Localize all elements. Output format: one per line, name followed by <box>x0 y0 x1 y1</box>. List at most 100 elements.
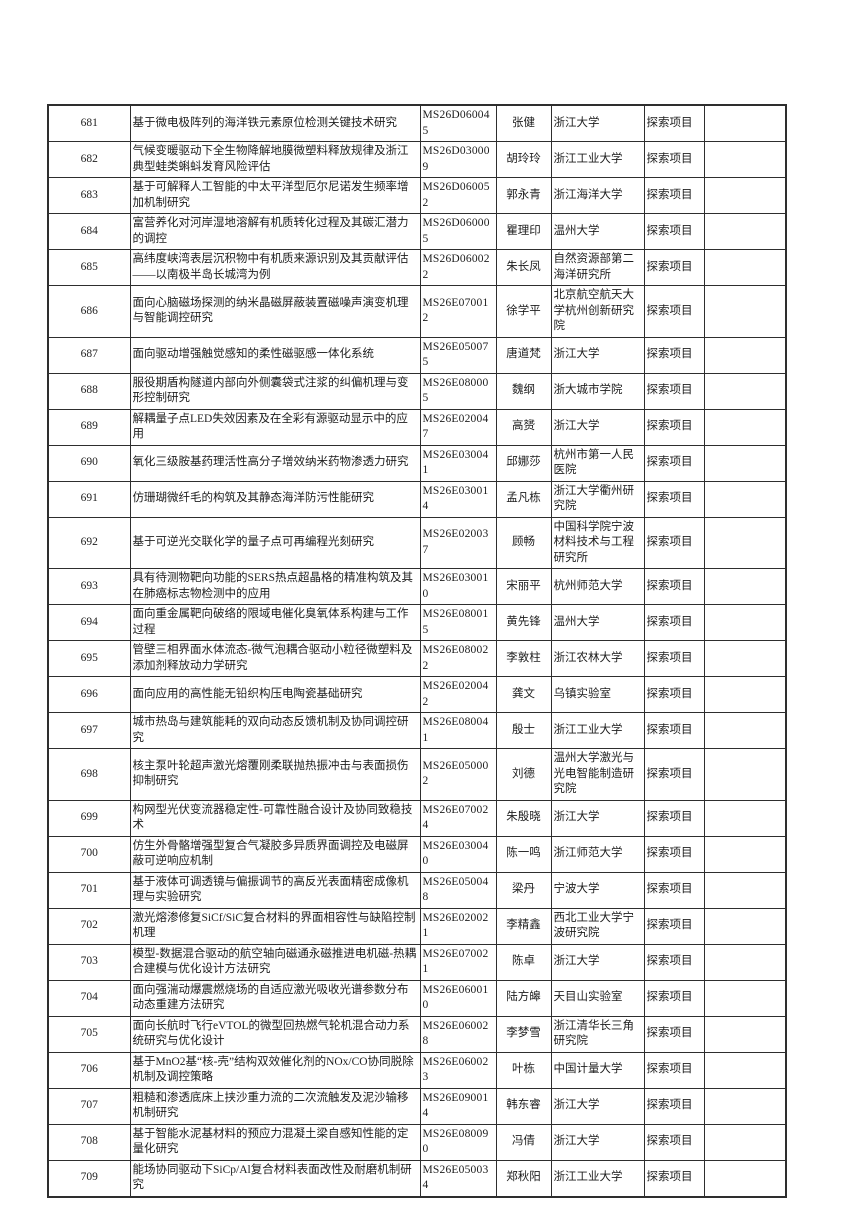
seq-number-cell: 705 <box>47 1015 131 1053</box>
pi-name-cell: 李敦柱 <box>495 640 552 677</box>
category-cell: 探索项目 <box>643 480 705 518</box>
note-cell <box>703 104 787 142</box>
note-cell <box>703 1159 787 1197</box>
project-code-cell: MS26E050048 <box>419 871 497 909</box>
project-code-cell: MS26E060010 <box>419 979 497 1017</box>
category-cell: 探索项目 <box>643 1051 705 1089</box>
seq-number-cell: 708 <box>47 1123 131 1161</box>
project-title-cell: 基于可解释人工智能的中太平洋型厄尔尼诺发生频率增加机制研究 <box>129 177 421 214</box>
seq-number-cell: 700 <box>47 835 131 873</box>
project-code-cell: MS26E050034 <box>419 1159 497 1197</box>
note-cell <box>703 249 787 286</box>
table-row: 700 仿生外骨骼增强型复合气凝胶多异质界面调控及电磁屏蔽可逆响应机制 MS26… <box>47 835 787 873</box>
table-row: 701 基于液体可调透镜与偏振调节的高反光表面精密成像机理与实验研究 MS26E… <box>47 871 787 909</box>
category-cell: 探索项目 <box>643 748 705 801</box>
project-title-cell: 构网型光伏变流器稳定性-可靠性融合设计及协同致稳技术 <box>129 799 421 837</box>
institution-cell: 西北工业大学宁波研究院 <box>550 907 645 945</box>
table-row: 698 核主泵叶轮超声激光熔覆刚柔联抛热振冲击与表面损伤抑制研究 MS26E05… <box>47 748 787 801</box>
pi-name-cell: 黄先锋 <box>495 604 552 641</box>
seq-number-cell: 692 <box>47 516 131 569</box>
institution-cell: 浙江大学 <box>550 408 645 446</box>
institution-cell: 温州大学 <box>550 604 645 641</box>
project-code-cell: MS26E030040 <box>419 835 497 873</box>
pi-name-cell: 梁丹 <box>495 871 552 909</box>
project-code-cell: MS26E020021 <box>419 907 497 945</box>
note-cell <box>703 871 787 909</box>
seq-number-cell: 681 <box>47 104 131 142</box>
note-cell <box>703 712 787 749</box>
seq-number-cell: 703 <box>47 943 131 981</box>
table-row: 697 城市热岛与建筑能耗的双向动态反馈机制及协同调控研究 MS26E08004… <box>47 712 787 749</box>
institution-cell: 温州大学激光与光电智能制造研究院 <box>550 748 645 801</box>
project-title-cell: 气候变暖驱动下全生物降解地膜微塑料释放规律及浙江典型蛙类蝌蚪发育风险评估 <box>129 141 421 178</box>
institution-cell: 杭州市第一人民医院 <box>550 444 645 482</box>
table-row: 708 基于智能水泥基材料的预应力混凝土梁自感知性能的定量化研究 MS26E08… <box>47 1123 787 1161</box>
note-cell <box>703 568 787 605</box>
project-code-cell: MS26E080022 <box>419 640 497 677</box>
institution-cell: 浙江大学 <box>550 799 645 837</box>
pi-name-cell: 胡玲玲 <box>495 141 552 178</box>
project-title-cell: 面向驱动增强触觉感知的柔性磁驱感一体化系统 <box>129 336 421 374</box>
institution-cell: 浙江大学 <box>550 336 645 374</box>
pi-name-cell: 郭永青 <box>495 177 552 214</box>
pi-name-cell: 龚文 <box>495 676 552 713</box>
institution-cell: 浙江工业大学 <box>550 712 645 749</box>
category-cell: 探索项目 <box>643 799 705 837</box>
seq-number-cell: 690 <box>47 444 131 482</box>
category-cell: 探索项目 <box>643 249 705 286</box>
table-row: 686 面向心脑磁场探测的纳米晶磁屏蔽装置磁噪声演变机理与智能调控研究 MS26… <box>47 285 787 338</box>
category-cell: 探索项目 <box>643 835 705 873</box>
institution-cell: 中国科学院宁波材料技术与工程研究所 <box>550 516 645 569</box>
institution-cell: 浙江大学 <box>550 1087 645 1125</box>
note-cell <box>703 604 787 641</box>
project-title-cell: 基于可逆光交联化学的量子点可再编程光刻研究 <box>129 516 421 569</box>
note-cell <box>703 1087 787 1125</box>
pi-name-cell: 李精鑫 <box>495 907 552 945</box>
category-cell: 探索项目 <box>643 336 705 374</box>
category-cell: 探索项目 <box>643 516 705 569</box>
category-cell: 探索项目 <box>643 1015 705 1053</box>
category-cell: 探索项目 <box>643 979 705 1017</box>
category-cell: 探索项目 <box>643 604 705 641</box>
institution-cell: 浙江工业大学 <box>550 1159 645 1197</box>
table-row: 695 管壁三相界面水体流态-微气泡耦合驱动小粒径微塑料及添加剂释放动力学研究 … <box>47 640 787 677</box>
project-title-cell: 服役期盾构隧道内部向外侧囊袋式注浆的纠偏机理与变形控制研究 <box>129 372 421 410</box>
seq-number-cell: 699 <box>47 799 131 837</box>
institution-cell: 浙江大学 <box>550 943 645 981</box>
table-row: 685 高纬度峡湾表层沉积物中有机质来源识别及其贡献评估——以南极半岛长城湾为例… <box>47 249 787 286</box>
pi-name-cell: 陈卓 <box>495 943 552 981</box>
institution-cell: 杭州师范大学 <box>550 568 645 605</box>
table-row: 681 基于微电极阵列的海洋铁元素原位检测关键技术研究 MS26D060045 … <box>47 104 787 142</box>
category-cell: 探索项目 <box>643 408 705 446</box>
project-title-cell: 面向心脑磁场探测的纳米晶磁屏蔽装置磁噪声演变机理与智能调控研究 <box>129 285 421 338</box>
note-cell <box>703 943 787 981</box>
project-code-cell: MS26D060022 <box>419 249 497 286</box>
note-cell <box>703 748 787 801</box>
project-code-cell: MS26E070021 <box>419 943 497 981</box>
project-code-cell: MS26E080041 <box>419 712 497 749</box>
pi-name-cell: 冯倩 <box>495 1123 552 1161</box>
note-cell <box>703 141 787 178</box>
project-code-cell: MS26D060045 <box>419 104 497 142</box>
pi-name-cell: 叶栋 <box>495 1051 552 1089</box>
category-cell: 探索项目 <box>643 871 705 909</box>
pi-name-cell: 瞿理印 <box>495 213 552 250</box>
seq-number-cell: 686 <box>47 285 131 338</box>
seq-number-cell: 693 <box>47 568 131 605</box>
project-code-cell: MS26E020037 <box>419 516 497 569</box>
project-title-cell: 管壁三相界面水体流态-微气泡耦合驱动小粒径微塑料及添加剂释放动力学研究 <box>129 640 421 677</box>
institution-cell: 浙江大学 <box>550 104 645 142</box>
project-table-body: 681 基于微电极阵列的海洋铁元素原位检测关键技术研究 MS26D060045 … <box>47 104 787 1197</box>
pi-name-cell: 徐学平 <box>495 285 552 338</box>
project-code-cell: MS26E080015 <box>419 604 497 641</box>
seq-number-cell: 687 <box>47 336 131 374</box>
project-title-cell: 基于MnO2基“核-壳”结构双效催化剂的NOx/CO协同脱除机制及调控策略 <box>129 1051 421 1089</box>
category-cell: 探索项目 <box>643 568 705 605</box>
seq-number-cell: 707 <box>47 1087 131 1125</box>
project-code-cell: MS26D060005 <box>419 213 497 250</box>
category-cell: 探索项目 <box>643 444 705 482</box>
project-title-cell: 具有待测物靶向功能的SERS热点超晶格的精准构筑及其在肺癌标志物检测中的应用 <box>129 568 421 605</box>
table-row: 684 富营养化对河岸湿地溶解有机质转化过程及其碳汇潜力的调控 MS26D060… <box>47 213 787 250</box>
project-code-cell: MS26E050075 <box>419 336 497 374</box>
table-row: 690 氧化三级胺基药理活性高分子增效纳米药物渗透力研究 MS26E030041… <box>47 444 787 482</box>
